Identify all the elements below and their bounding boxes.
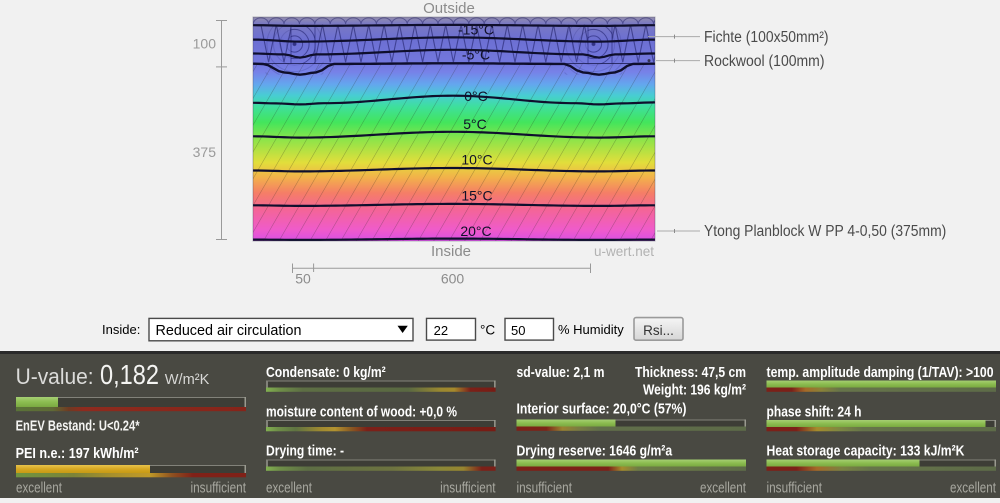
- svg-text:Heat storage capacity: 133 kJ/: Heat storage capacity: 133 kJ/m²K: [767, 443, 965, 460]
- svg-text:Interior surface: 20,0°C (57%): Interior surface: 20,0°C (57%): [517, 401, 687, 418]
- svg-text:U-value:: U-value:: [16, 364, 94, 389]
- svg-text:Reduced air circulation: Reduced air circulation: [156, 323, 302, 339]
- svg-text:50: 50: [511, 323, 525, 338]
- svg-text:Drying reserve: 1646 g/m²a: Drying reserve: 1646 g/m²a: [517, 443, 673, 460]
- svg-text:5°C: 5°C: [463, 116, 487, 132]
- svg-text:Thickness: 47,5 cm: Thickness: 47,5 cm: [635, 364, 746, 381]
- svg-text:-15°C: -15°C: [458, 22, 494, 38]
- svg-text:W/m²K: W/m²K: [165, 371, 210, 388]
- svg-text:20°C: 20°C: [460, 223, 491, 239]
- svg-text:°C: °C: [480, 322, 495, 337]
- svg-text:10°C: 10°C: [461, 152, 492, 168]
- svg-text:100: 100: [193, 36, 217, 52]
- svg-text:excellent: excellent: [950, 480, 997, 497]
- svg-text:excellent: excellent: [700, 480, 747, 497]
- svg-text:u-wert.net: u-wert.net: [594, 243, 654, 259]
- svg-text:Outside: Outside: [423, 0, 475, 17]
- svg-text:15°C: 15°C: [461, 188, 492, 204]
- svg-text:Ytong Planblock W PP 4-0,50 (3: Ytong Planblock W PP 4-0,50 (375mm): [704, 223, 946, 240]
- svg-text:Drying time: -: Drying time: -: [266, 443, 344, 460]
- svg-text:insufficient: insufficient: [440, 480, 496, 497]
- svg-text:excellent: excellent: [16, 480, 63, 497]
- svg-text:moisture content of wood: +0,0: moisture content of wood: +0,0 %: [266, 404, 457, 421]
- svg-text:temp. amplitude damping (1/TAV: temp. amplitude damping (1/TAV): >100: [767, 364, 994, 381]
- svg-text:insufficient: insufficient: [191, 480, 247, 497]
- svg-text:Inside:: Inside:: [102, 322, 140, 337]
- svg-text:375: 375: [193, 144, 217, 160]
- svg-text:600: 600: [441, 271, 465, 287]
- svg-text:excellent: excellent: [266, 480, 313, 497]
- svg-text:EnEV Bestand: U<0.24*: EnEV Bestand: U<0.24*: [16, 418, 140, 435]
- svg-text:Inside: Inside: [431, 243, 471, 260]
- svg-text:Rsi...: Rsi...: [643, 323, 674, 338]
- svg-text:sd-value: 2,1 m: sd-value: 2,1 m: [517, 364, 605, 381]
- svg-text:0°C: 0°C: [464, 88, 488, 104]
- svg-text:Weight: 196 kg/m²: Weight: 196 kg/m²: [643, 382, 746, 399]
- svg-text:Fichte (100x50mm²): Fichte (100x50mm²): [704, 29, 829, 46]
- svg-text:insufficient: insufficient: [517, 480, 573, 497]
- svg-text:Rockwool (100mm): Rockwool (100mm): [704, 53, 825, 70]
- svg-text:0,182: 0,182: [100, 359, 159, 390]
- svg-text:phase shift: 24 h: phase shift: 24 h: [767, 404, 862, 421]
- svg-text:Condensate: 0 kg/m²: Condensate: 0 kg/m²: [266, 364, 386, 381]
- svg-text:insufficient: insufficient: [767, 480, 823, 497]
- svg-text:PEI n.e.: 197 kWh/m²: PEI n.e.: 197 kWh/m²: [16, 445, 139, 462]
- svg-text:22: 22: [434, 323, 448, 338]
- svg-text:% Humidity: % Humidity: [558, 322, 624, 337]
- svg-text:-5°C: -5°C: [462, 47, 490, 63]
- svg-text:50: 50: [295, 271, 311, 287]
